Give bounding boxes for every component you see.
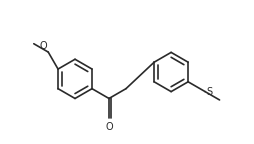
Text: O: O — [40, 41, 47, 51]
Text: S: S — [206, 87, 212, 97]
Text: O: O — [105, 122, 113, 131]
